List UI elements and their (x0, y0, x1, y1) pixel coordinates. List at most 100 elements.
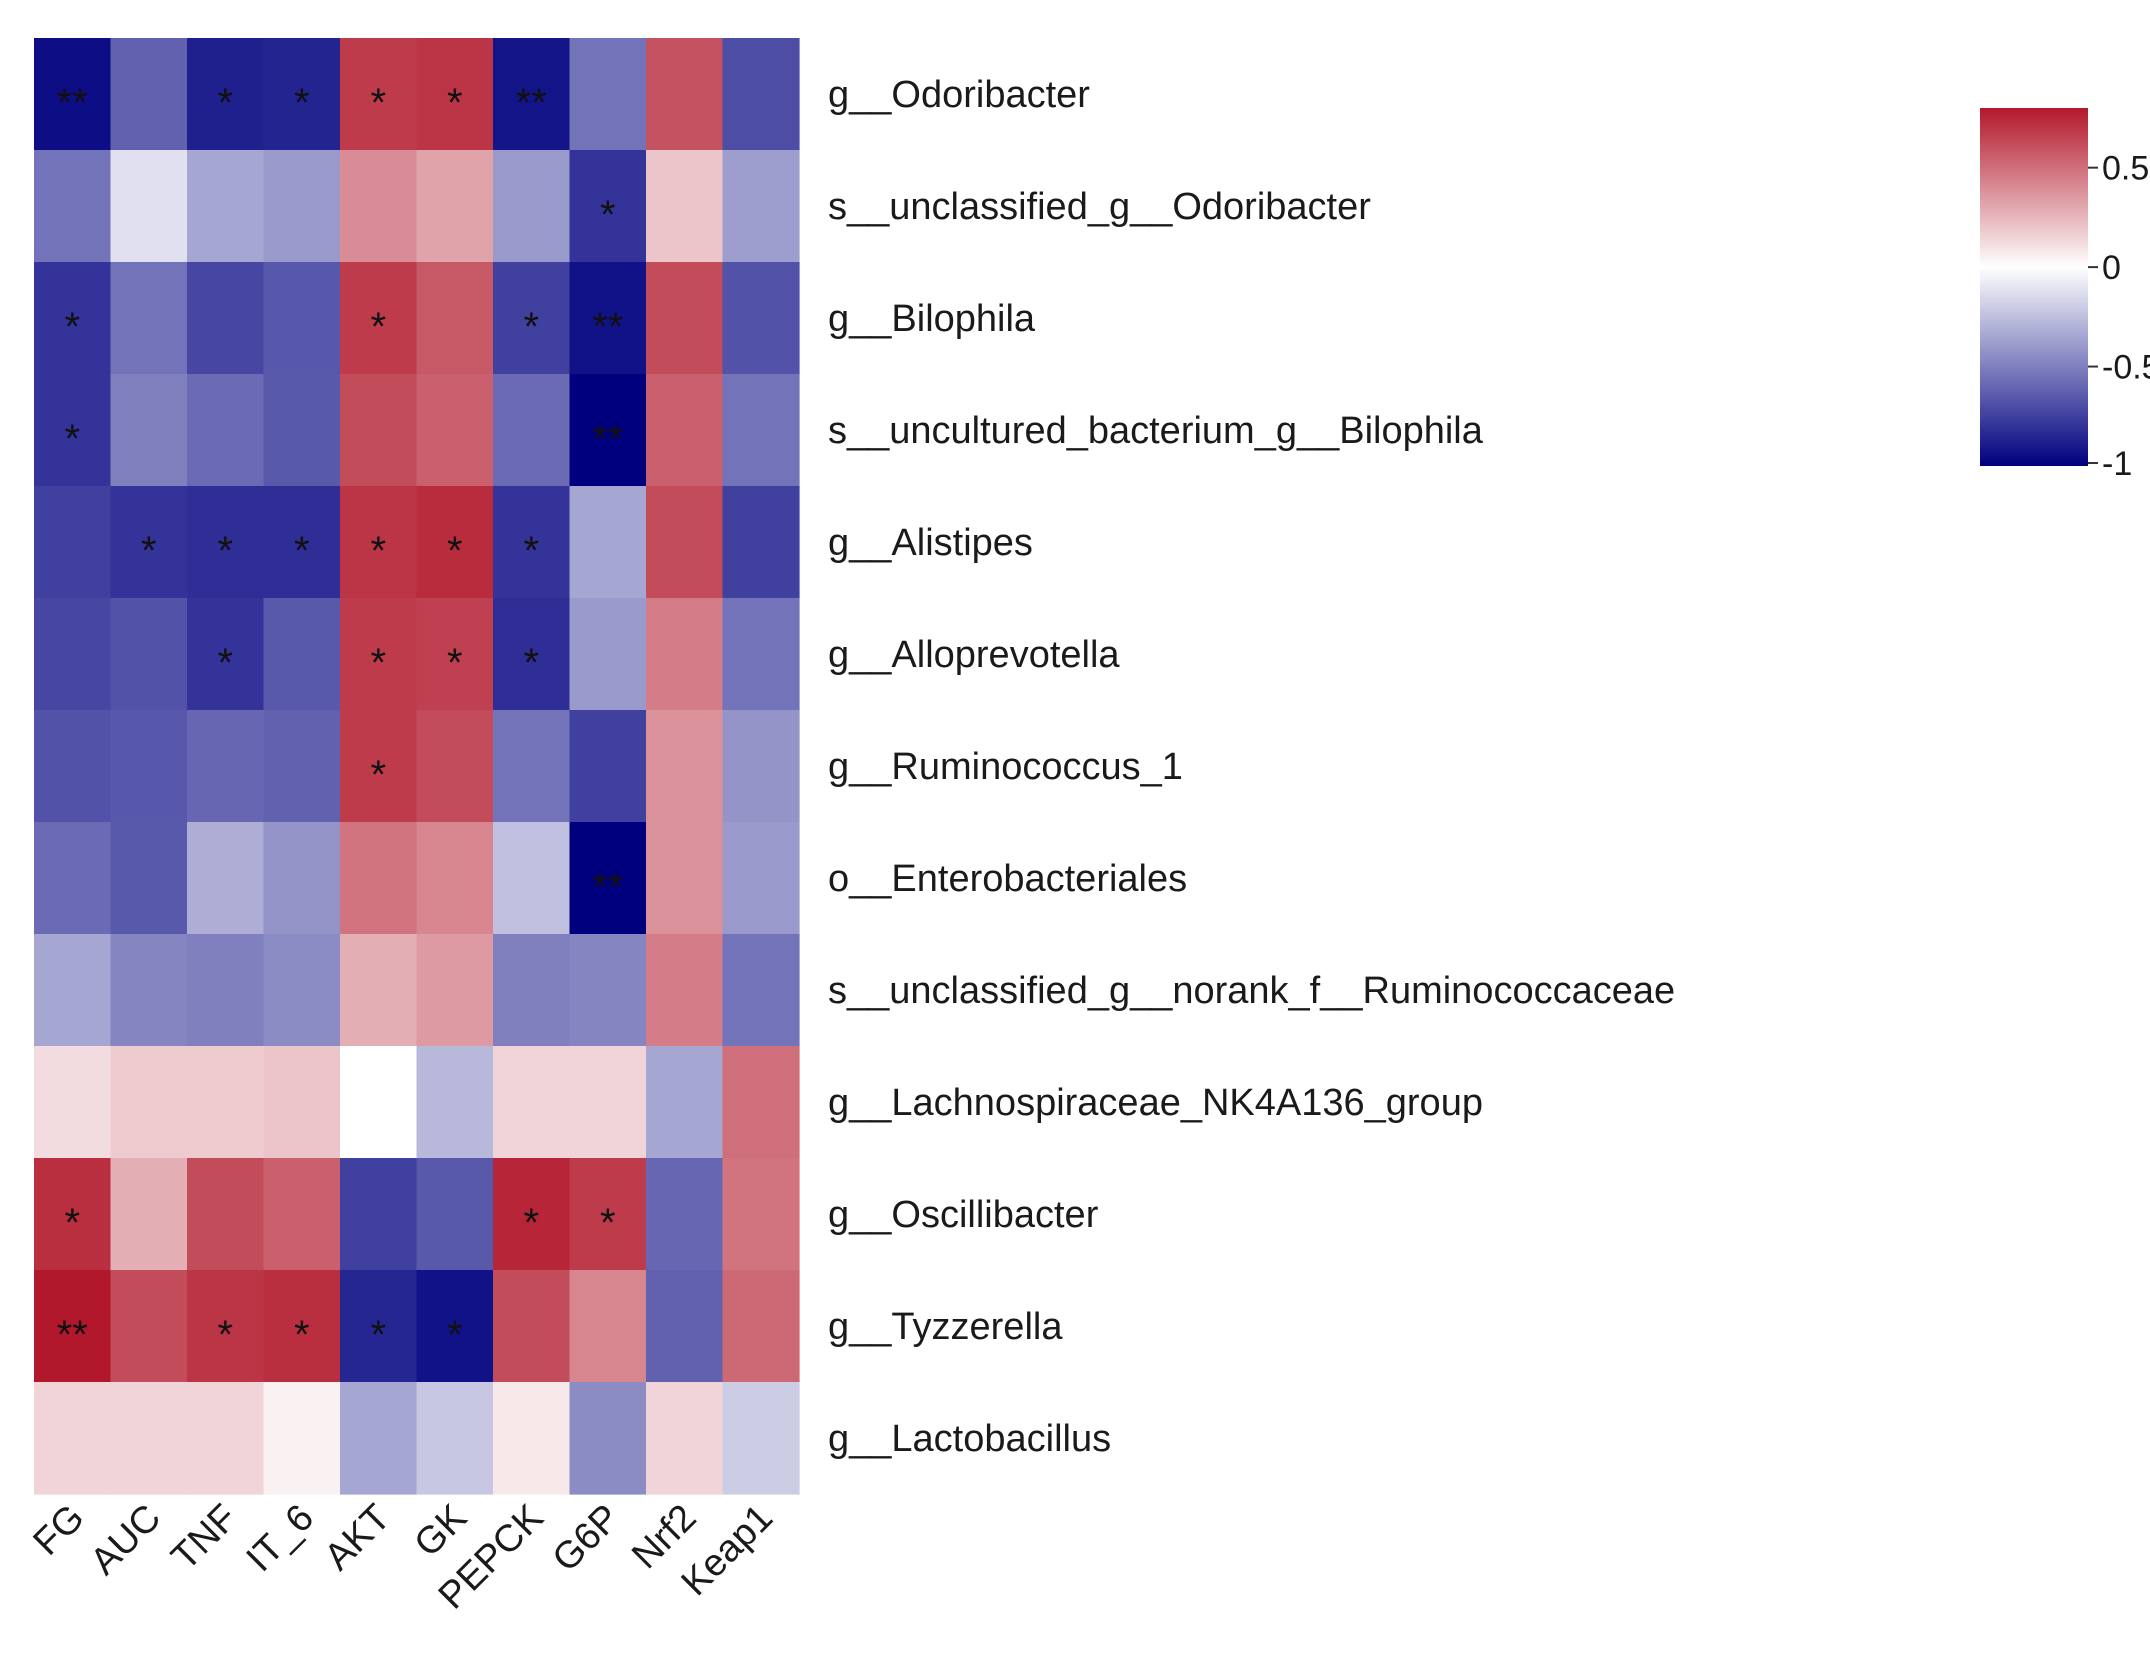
heatmap-cell (34, 822, 112, 935)
heatmap-cell (493, 598, 571, 711)
heatmap-cell (110, 262, 188, 375)
heatmap-cell (34, 374, 112, 487)
significance-mark: * (447, 81, 463, 125)
heatmap-cell (493, 934, 571, 1047)
significance-mark: * (447, 641, 463, 685)
row-label: g__Alistipes (828, 522, 1033, 564)
heatmap-cell (34, 150, 112, 263)
column-label: AUC (83, 1497, 169, 1583)
significance-mark: * (294, 529, 310, 573)
heatmap-cell (34, 1046, 112, 1159)
significance-mark: * (141, 529, 157, 573)
heatmap-cell (34, 1158, 112, 1271)
heatmap-cell (722, 1382, 800, 1495)
heatmap-cell (110, 1158, 188, 1271)
heatmap-cell (646, 1158, 724, 1271)
heatmap-cell (340, 934, 418, 1047)
heatmap-cell (263, 934, 341, 1047)
heatmap-cell (34, 1270, 112, 1383)
heatmap-cell (646, 1382, 724, 1495)
significance-mark: ** (592, 305, 623, 349)
significance-mark: * (370, 81, 386, 125)
heatmap-cell (187, 710, 265, 823)
heatmap-cell (34, 38, 112, 151)
significance-mark: * (600, 193, 616, 237)
row-label: g__Alloprevotella (828, 634, 1120, 676)
significance-mark: ** (592, 417, 623, 461)
heatmap-cell (340, 1270, 418, 1383)
heatmap-cell (493, 1158, 571, 1271)
column-label: TNF (164, 1497, 246, 1579)
heatmap-cell (493, 710, 571, 823)
heatmap-cells (34, 38, 800, 1495)
heatmap-cell (340, 262, 418, 375)
significance-mark: * (217, 529, 233, 573)
heatmap-cell (110, 822, 188, 935)
significance-mark: * (370, 641, 386, 685)
heatmap-cell (187, 38, 265, 151)
significance-mark: * (217, 1313, 233, 1357)
heatmap-cell (569, 150, 647, 263)
heatmap-cell (493, 374, 571, 487)
heatmap-cell (722, 374, 800, 487)
column-label: G6P (545, 1497, 628, 1580)
heatmap-cell (569, 1382, 647, 1495)
heatmap-cell (110, 38, 188, 151)
heatmap-cell (722, 822, 800, 935)
heatmap-cell (340, 822, 418, 935)
heatmap-cell (569, 710, 647, 823)
heatmap-cell (722, 150, 800, 263)
significance-mark: * (217, 81, 233, 125)
heatmap-cell (569, 1270, 647, 1383)
heatmap-cell (187, 1046, 265, 1159)
heatmap-cell (187, 486, 265, 599)
heatmap-cell (493, 262, 571, 375)
heatmap-cell (416, 38, 494, 151)
significance-mark: * (64, 305, 80, 349)
heatmap-cell (263, 1270, 341, 1383)
heatmap-cell (263, 710, 341, 823)
heatmap-cell (493, 486, 571, 599)
heatmap-cell (722, 38, 800, 151)
heatmap-cell (416, 486, 494, 599)
significance-mark: ** (57, 1313, 88, 1357)
heatmap-cell (646, 374, 724, 487)
row-label: s__unclassified_g__Odoribacter (828, 186, 1371, 228)
heatmap-cell (110, 1382, 188, 1495)
heatmap-cell (722, 598, 800, 711)
column-label: AKT (317, 1497, 399, 1579)
heatmap-cell (493, 1046, 571, 1159)
heatmap-cell (263, 1046, 341, 1159)
row-label: s__unclassified_g__norank_f__Ruminococca… (828, 970, 1675, 1012)
heatmap-cell (569, 822, 647, 935)
column-label: IT_6 (239, 1497, 322, 1580)
heatmap-cell (34, 486, 112, 599)
row-label: o__Enterobacteriales (828, 858, 1187, 900)
legend-tick-label: 0.5 (2102, 150, 2149, 188)
heatmap-cell (722, 262, 800, 375)
heatmap-cell (263, 374, 341, 487)
heatmap-cell (110, 1270, 188, 1383)
heatmap-cell (187, 150, 265, 263)
heatmap-cell (187, 822, 265, 935)
heatmap-cell (493, 150, 571, 263)
heatmap-cell (187, 1158, 265, 1271)
heatmap-cell (722, 486, 800, 599)
legend-tick-label: -1 (2102, 445, 2132, 483)
legend-colorbar (1980, 108, 2088, 466)
heatmap-cell (263, 262, 341, 375)
heatmap-cell (646, 1270, 724, 1383)
significance-mark: * (523, 1201, 539, 1245)
row-label: g__Lactobacillus (828, 1418, 1111, 1460)
heatmap-cell (340, 1158, 418, 1271)
heatmap-cell (263, 1382, 341, 1495)
heatmap-cell (569, 374, 647, 487)
heatmap-cell (340, 374, 418, 487)
heatmap-cell (569, 262, 647, 375)
heatmap-cell (493, 38, 571, 151)
heatmap-cell (110, 710, 188, 823)
heatmap-cell (722, 1158, 800, 1271)
significance-mark: * (600, 1201, 616, 1245)
